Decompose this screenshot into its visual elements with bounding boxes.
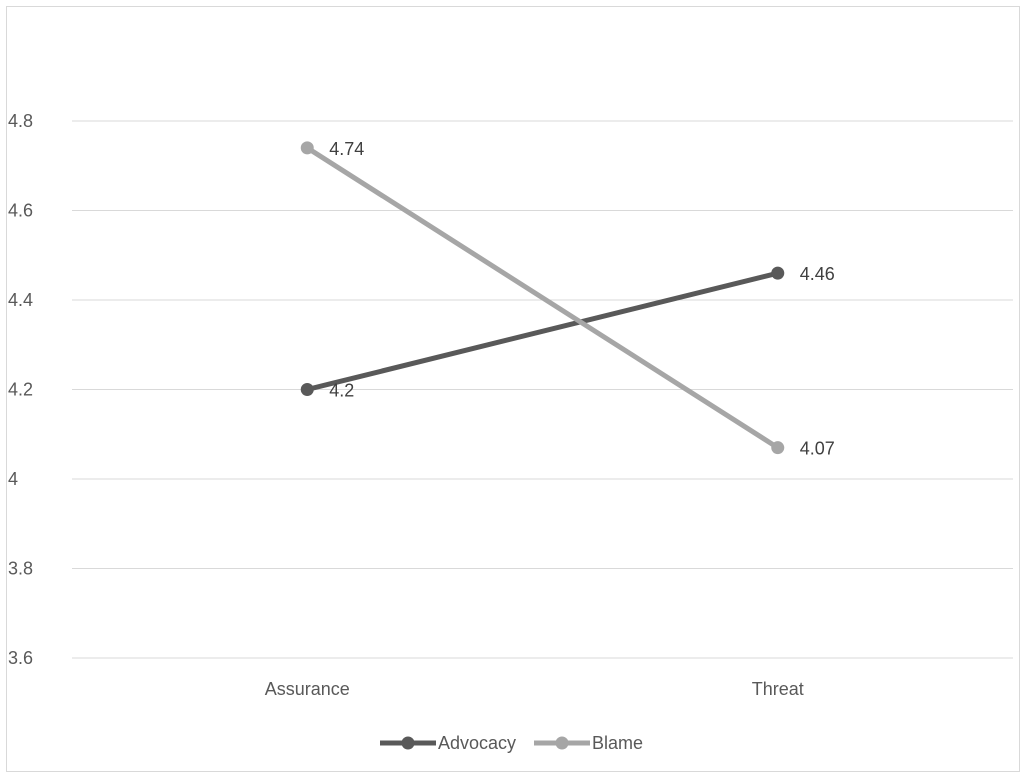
legend-marker-blame bbox=[555, 736, 569, 750]
data-point-advocacy bbox=[771, 266, 785, 280]
legend-marker-advocacy bbox=[401, 736, 415, 750]
y-tick-label: 3.6 bbox=[8, 648, 33, 668]
series-line-advocacy bbox=[304, 270, 781, 392]
data-labels: 4.2 4.46 4.74 4.07 bbox=[329, 139, 835, 459]
data-label-advocacy: 4.2 bbox=[329, 381, 354, 401]
data-label-blame: 4.74 bbox=[329, 139, 364, 159]
y-tick-label: 4.6 bbox=[8, 201, 33, 221]
legend-item-advocacy: Advocacy bbox=[380, 733, 516, 753]
y-tick-label: 4 bbox=[8, 469, 18, 489]
series-line-blame bbox=[304, 145, 781, 451]
data-point-blame bbox=[771, 441, 785, 455]
legend: Advocacy Blame bbox=[380, 733, 643, 753]
series-blame bbox=[300, 141, 785, 455]
x-axis-tick-labels: Assurance Threat bbox=[265, 679, 804, 699]
y-tick-label: 4.4 bbox=[8, 290, 33, 310]
data-label-advocacy: 4.46 bbox=[800, 264, 835, 284]
y-tick-label: 3.8 bbox=[8, 559, 33, 579]
x-tick-label: Threat bbox=[752, 679, 804, 699]
series-advocacy bbox=[300, 266, 785, 396]
data-label-blame: 4.07 bbox=[800, 439, 835, 459]
y-tick-label: 4.2 bbox=[8, 380, 33, 400]
data-point-advocacy bbox=[300, 383, 314, 396]
legend-label-blame: Blame bbox=[592, 733, 643, 753]
series-lines bbox=[300, 141, 785, 455]
gridlines bbox=[72, 120, 1013, 659]
y-axis-tick-labels: 3.6 3.8 4 4.2 4.4 4.6 4.8 bbox=[8, 111, 33, 668]
legend-item-blame: Blame bbox=[534, 733, 643, 753]
data-point-blame bbox=[300, 141, 314, 155]
legend-label-advocacy: Advocacy bbox=[438, 733, 516, 753]
y-tick-label: 4.8 bbox=[8, 111, 33, 131]
x-tick-label: Assurance bbox=[265, 679, 350, 699]
